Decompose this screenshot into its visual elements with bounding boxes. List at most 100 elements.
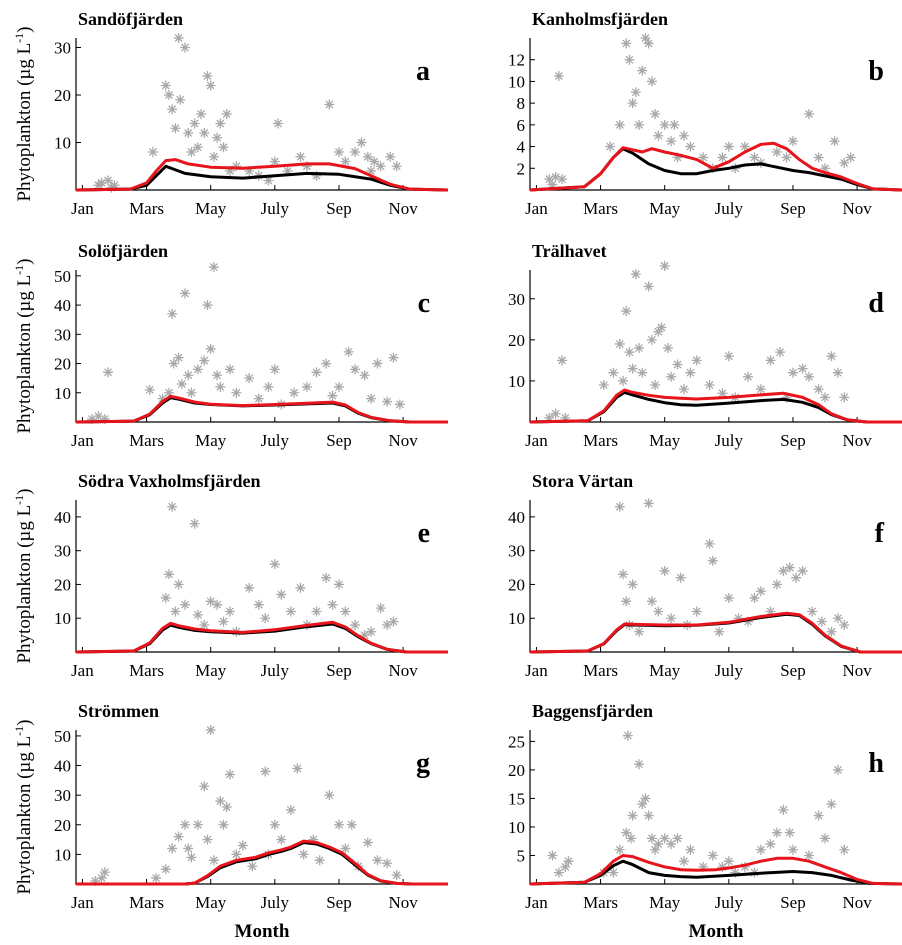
- observation-point: [189, 518, 200, 529]
- observation-point: [557, 355, 568, 366]
- xtick-label-d: May: [649, 431, 681, 450]
- observation-point: [685, 367, 696, 378]
- observation-point: [205, 343, 216, 354]
- observation-point: [563, 856, 574, 867]
- observation-point: [550, 171, 561, 182]
- ytick-label-d: 20: [508, 331, 525, 350]
- observation-point: [244, 373, 255, 384]
- observation-point: [666, 613, 677, 624]
- observation-point: [224, 606, 235, 617]
- panel-letter-f: f: [875, 518, 885, 549]
- xtick-label-g: Sep: [326, 893, 352, 912]
- observation-point: [350, 364, 360, 375]
- observation-point: [103, 175, 114, 186]
- panel-title-h: Baggensfjärden: [532, 701, 653, 721]
- observation-point: [391, 870, 402, 881]
- xtick-label-d: July: [715, 431, 744, 450]
- xtick-label-a: Jan: [71, 199, 94, 218]
- observation-point: [103, 367, 114, 378]
- observation-point: [839, 619, 850, 630]
- observation-point: [244, 582, 255, 593]
- observation-point: [826, 351, 837, 362]
- observation-point: [749, 152, 760, 163]
- ytick-label-a: 20: [54, 86, 71, 105]
- observation-point: [624, 54, 635, 65]
- observation-point: [372, 358, 383, 369]
- xtick-label-e: May: [195, 661, 227, 680]
- observation-point: [167, 308, 178, 319]
- observation-point: [765, 355, 776, 366]
- panel-letter-d: d: [868, 288, 884, 319]
- observation-point: [678, 130, 689, 141]
- observation-point: [797, 363, 808, 374]
- observation-point: [608, 867, 619, 878]
- observation-point: [340, 843, 351, 854]
- observation-point: [314, 855, 325, 866]
- observation-point: [775, 347, 786, 358]
- observation-point: [327, 599, 338, 610]
- xtick-label-e: Nov: [388, 661, 418, 680]
- observation-point: [382, 858, 393, 869]
- xtick-label-a: Mars: [129, 199, 164, 218]
- observation-point: [743, 371, 754, 382]
- axes-h: [529, 730, 902, 885]
- panel-f: 10 20 30 40 Jan Mars May July Sep Nov Stora Värtan…: [508, 471, 902, 680]
- observation-point: [224, 364, 235, 375]
- observation-point: [221, 109, 232, 119]
- xtick-label-b: Jan: [525, 199, 548, 218]
- observation-point: [739, 861, 750, 872]
- panel-a: 10 20 30 Jan Mars May July Sep Nov Sandöfjärden a P…: [12, 9, 449, 218]
- observation-point: [168, 358, 179, 369]
- xtick-label-c: Mars: [129, 431, 164, 450]
- observation-point: [343, 346, 354, 357]
- observation-point: [787, 136, 798, 147]
- observation-point: [807, 606, 818, 617]
- observation-point: [643, 810, 654, 821]
- ytick-label-h: 15: [508, 789, 525, 808]
- ytick-label-f: 40: [508, 508, 525, 527]
- observation-point: [164, 569, 174, 580]
- observation-point: [714, 626, 725, 637]
- observation-point: [160, 864, 171, 875]
- series-red-d: [529, 388, 902, 424]
- xtick-label-b: Sep: [780, 199, 806, 218]
- observation-point: [640, 793, 651, 804]
- xtick-label-a: May: [195, 199, 227, 218]
- observation-point: [99, 414, 110, 425]
- observation-point: [199, 355, 210, 366]
- observation-point: [791, 572, 802, 583]
- observation-point: [626, 833, 637, 844]
- observation-point: [221, 802, 232, 812]
- ytick-label-e: 30: [54, 542, 71, 561]
- observation-point: [816, 616, 827, 627]
- ytick-label-d: 30: [508, 290, 525, 309]
- observation-point: [832, 764, 843, 775]
- observation-point: [755, 586, 766, 597]
- observation-point: [659, 119, 670, 130]
- xtick-label-c: Nov: [388, 431, 418, 450]
- observation-point: [218, 819, 229, 830]
- observation-point: [205, 725, 216, 735]
- observation-point: [324, 790, 335, 801]
- observation-point: [199, 619, 210, 630]
- observation-point: [231, 161, 242, 172]
- observation-point: [253, 599, 264, 610]
- observation-point: [621, 306, 632, 317]
- observation-point: [192, 609, 203, 620]
- xtick-label-g: May: [195, 893, 227, 912]
- observation-point: [608, 367, 619, 378]
- observation-point: [99, 867, 110, 878]
- ylabel-a: Phytoplankton (µg L-1): [12, 26, 35, 201]
- observation-point: [90, 876, 101, 887]
- observation-point: [618, 569, 628, 580]
- ytick-label-b: 10: [508, 72, 525, 91]
- ytick-label-c: 10: [54, 384, 71, 403]
- observation-point: [804, 850, 814, 861]
- observation-point: [672, 359, 683, 370]
- observation-point: [622, 730, 633, 741]
- observation-point: [366, 166, 377, 176]
- observation-point: [205, 80, 216, 91]
- observation-point: [618, 375, 628, 386]
- xtick-label-h: May: [649, 893, 681, 912]
- observation-point: [366, 393, 377, 404]
